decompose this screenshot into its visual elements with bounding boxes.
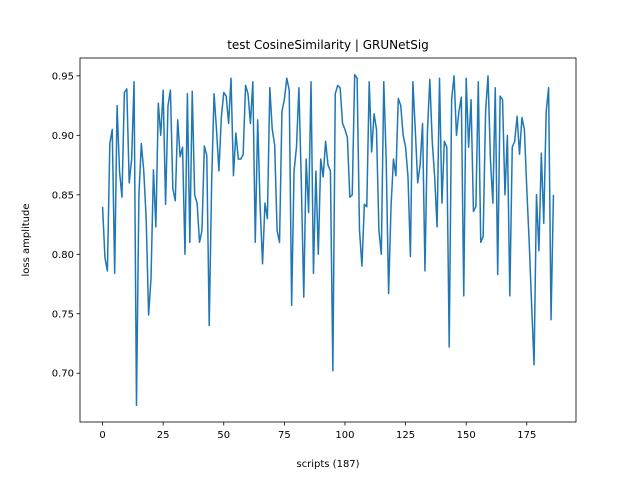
x-tick-label: 125 [396,430,415,441]
y-tick-label: 0.75 [52,309,74,320]
x-tick-label: 0 [99,430,105,441]
axes-frame [79,57,577,423]
y-tick-label: 0.95 [52,71,74,82]
y-axis-label: loss amplitude [21,203,32,276]
y-tick-label: 0.85 [52,190,74,201]
chart-title: test CosineSimilarity | GRUNetSig [227,38,429,52]
y-tick-label: 0.80 [52,250,74,261]
x-tick-label: 50 [217,430,230,441]
y-tick-label: 0.90 [52,131,74,142]
y-tick-label: 0.70 [52,369,74,380]
x-tick-label: 100 [335,430,354,441]
x-tick-label: 25 [157,430,170,441]
x-axis-label: scripts (187) [296,459,359,470]
x-tick-label: 150 [457,430,476,441]
x-tick-label: 75 [278,430,291,441]
x-tick-label: 175 [517,430,536,441]
data-line [101,73,555,407]
